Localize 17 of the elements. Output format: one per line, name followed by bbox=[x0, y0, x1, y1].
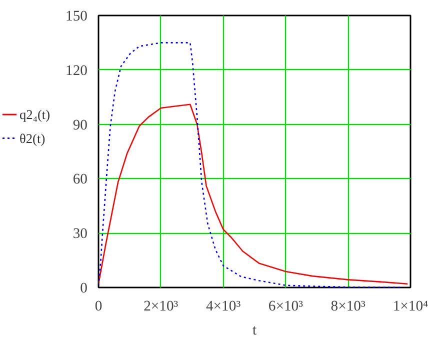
x-tick-label: 0 bbox=[94, 298, 102, 314]
legend-label: θ2(t) bbox=[20, 130, 46, 146]
line-series bbox=[98, 42, 402, 288]
x-tick-label: 1×10⁴ bbox=[392, 298, 428, 314]
y-tick-label: 120 bbox=[66, 62, 88, 79]
x-tick-label: 2×10³ bbox=[144, 298, 179, 314]
line-series bbox=[98, 104, 408, 285]
x-tick-label: 4×10³ bbox=[206, 298, 242, 314]
x-tick-label: 8×10³ bbox=[330, 298, 366, 314]
y-tick-label: 150 bbox=[66, 8, 88, 24]
x-tick-label: 6×10³ bbox=[268, 298, 304, 314]
y-tick-label: 90 bbox=[72, 117, 88, 134]
y-tick-label: 0 bbox=[80, 280, 88, 296]
y-tick-label: 30 bbox=[72, 226, 88, 242]
legend-label: q2₄(t) bbox=[20, 107, 50, 122]
y-tick-label: 60 bbox=[72, 172, 88, 188]
x-axis-title: t bbox=[252, 322, 257, 338]
